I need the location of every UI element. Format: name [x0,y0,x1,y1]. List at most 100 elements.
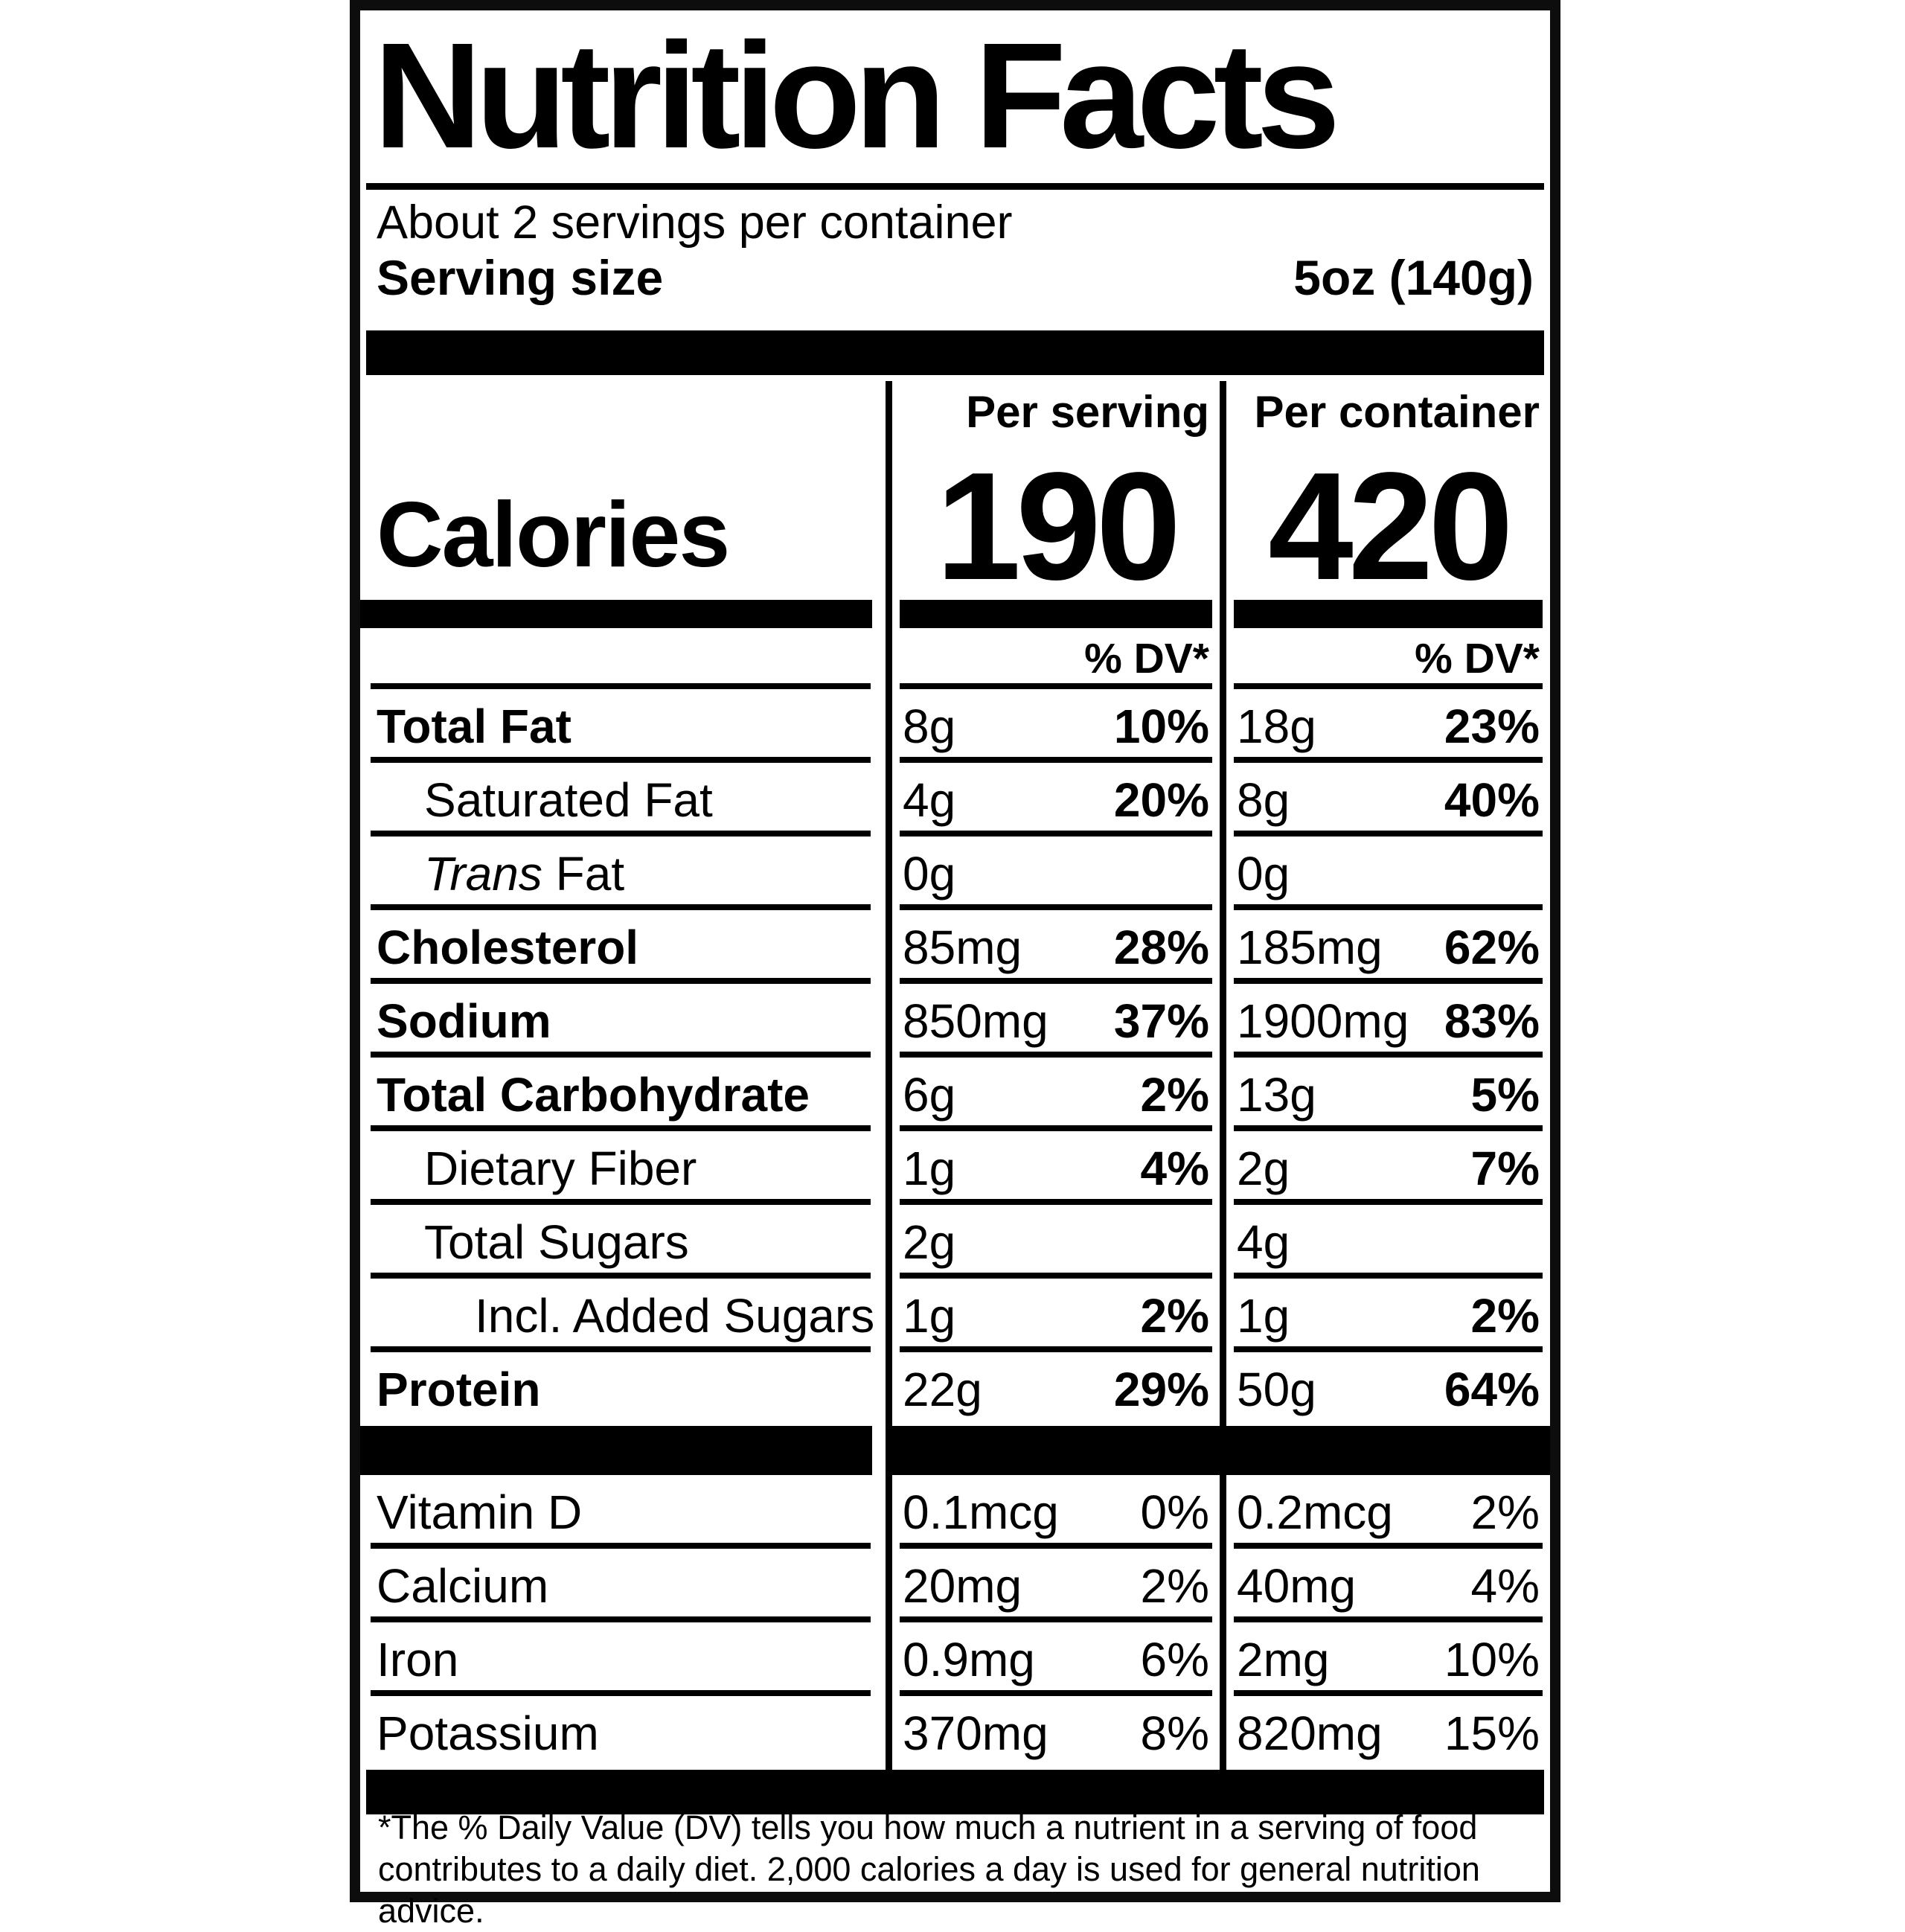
columns-area: Calories Total Fat Saturated Fat Trans F… [360,381,1550,1770]
daily-value: 10% [1113,699,1209,753]
amount: 0g [903,846,956,901]
amount: 18g [1237,699,1316,753]
column-divider-1 [886,381,892,1770]
amount: 850mg [903,994,1048,1048]
nutrient-name: Trans Fat [424,846,625,901]
title-rule [366,183,1544,190]
value-row: 50g 64% [1226,1352,1550,1426]
dv-header-per-serving: % DV* [892,628,1220,689]
daily-value: 40% [1444,773,1540,827]
amount: 85mg [903,920,1022,974]
amount: 8g [1237,773,1290,827]
nutrient-name: Cholesterol [377,920,639,974]
nutrient-name-row: Sodium [360,984,886,1058]
amount: 185mg [1237,920,1383,974]
nutrition-facts-label: Nutrition Facts About 2 servings per con… [350,0,1560,1930]
per-serving-column: Per serving 190 % DV* 8g 10% 4g 20% 0g 85m… [892,381,1220,1770]
value-row: 22g 29% [892,1352,1220,1426]
names-column: Calories Total Fat Saturated Fat Trans F… [360,381,886,1770]
per-container-header: Per container [1254,386,1540,437]
value-row: 185mg 62% [1226,910,1550,984]
nutrient-name: Saturated Fat [424,773,713,827]
amount: 20mg [903,1558,1022,1613]
footnote: *The % Daily Value (DV) tells you how mu… [378,1807,1540,1932]
serving-size-label: Serving size [377,250,664,305]
micro-name-row: Potassium [360,1696,886,1770]
daily-value: 2% [1140,1288,1210,1343]
value-row: 0g [1226,837,1550,910]
daily-value: 2% [1140,1558,1210,1613]
micro-value-row: 370mg 8% [892,1696,1220,1770]
nutrient-name-row: Saturated Fat [360,763,886,837]
daily-value: 15% [1444,1706,1540,1760]
servings-per-container: About 2 servings per container [377,196,1013,249]
micro-name-row: Calcium [360,1549,886,1622]
daily-value: 29% [1113,1362,1209,1416]
value-row: 6g 2% [892,1058,1220,1131]
micro-name-row: Vitamin D [360,1475,886,1549]
value-row: 850mg 37% [892,984,1220,1058]
amount: 50g [1237,1362,1316,1416]
daily-value: 2% [1140,1067,1210,1122]
value-row: 1g 4% [892,1131,1220,1205]
daily-value: 23% [1444,699,1540,753]
serving-size-value: 5oz (140g) [1293,250,1534,305]
micro-value-row: 20mg 2% [892,1549,1220,1622]
nutrient-name: Total Fat [377,699,572,753]
amount: 8g [903,699,956,753]
amount: 6g [903,1067,956,1122]
micro-value-row: 0.9mg 6% [892,1622,1220,1696]
daily-value: 4% [1470,1558,1540,1613]
calories-label-cell: Calories [360,442,886,600]
daily-value: 6% [1140,1632,1210,1686]
amount: 40mg [1237,1558,1357,1613]
amount: 0g [1237,846,1290,901]
calories-underbar-col1 [360,600,872,628]
value-row: 13g 5% [1226,1058,1550,1131]
micro-value-row: 0.1mcg 0% [892,1475,1220,1549]
nutrient-name-row: Total Sugars [360,1205,886,1279]
thick-separator-mid-col2 [892,1426,1220,1475]
value-row: 85mg 28% [892,910,1220,984]
nutrient-name-row: Incl. Added Sugars [360,1279,886,1352]
amount: 22g [903,1362,982,1416]
nutrient-name-row: Trans Fat [360,837,886,910]
value-row: 2g 7% [1226,1131,1550,1205]
thick-separator-mid-col1 [360,1426,872,1475]
amount: 1g [903,1141,956,1195]
amount: 2mg [1237,1632,1330,1686]
nutrient-name-row: Dietary Fiber [360,1131,886,1205]
daily-value: 4% [1140,1141,1210,1195]
names-header-spacer [360,381,886,442]
thick-separator-top [366,330,1544,375]
micro-name: Iron [377,1632,459,1686]
calories-underbar-col2 [900,600,1212,628]
micro-value-row: 40mg 4% [1226,1549,1550,1622]
nutrient-name: Dietary Fiber [424,1141,697,1195]
value-row: 18g 23% [1226,689,1550,763]
nutrient-name-row: Total Fat [360,689,886,763]
column-divider-2 [1220,381,1226,1770]
thick-separator-bottom [366,1770,1544,1814]
daily-value: 64% [1444,1362,1540,1416]
amount: 0.1mcg [903,1485,1059,1539]
amount: 1900mg [1237,994,1409,1048]
value-row: 1g 2% [892,1279,1220,1352]
nutrient-name: Total Carbohydrate [377,1067,810,1122]
dv-header-spacer [360,628,886,689]
label-title: Nutrition Facts [374,11,1340,179]
nutrient-name-row: Total Carbohydrate [360,1058,886,1131]
calories-per-container-value: 420 [1268,441,1514,612]
micro-name-row: Iron [360,1622,886,1696]
amount: 1g [903,1288,956,1343]
daily-value: 37% [1113,994,1209,1048]
nutrient-name: Total Sugars [424,1215,689,1269]
micro-value-row: 0.2mcg 2% [1226,1475,1550,1549]
value-row: 4g [1226,1205,1550,1279]
daily-value: 2% [1470,1288,1540,1343]
value-row: 8g 40% [1226,763,1550,837]
value-row: 4g 20% [892,763,1220,837]
calories-per-serving-value: 190 [935,441,1182,612]
micro-value-row: 820mg 15% [1226,1696,1550,1770]
daily-value: 28% [1113,920,1209,974]
